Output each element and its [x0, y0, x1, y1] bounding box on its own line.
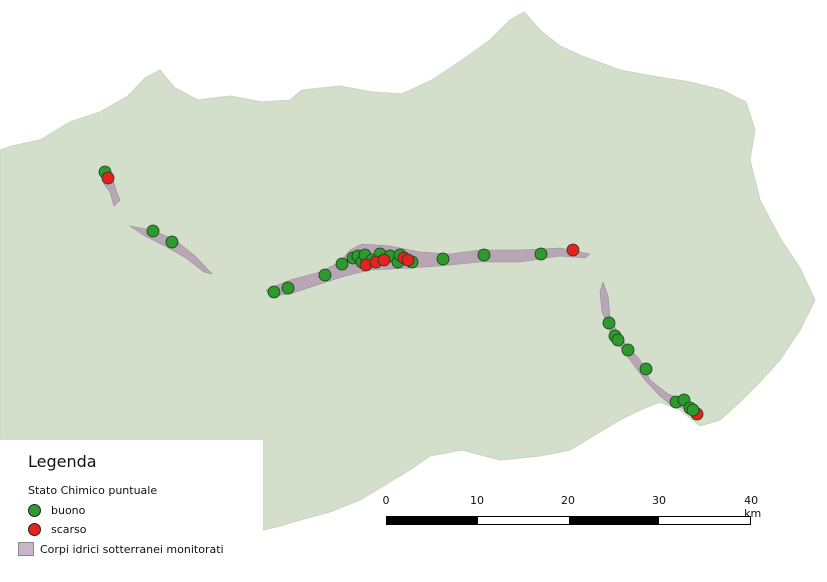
scale-tick: 30 — [652, 494, 666, 507]
monitoring-point-good — [318, 268, 332, 282]
monitoring-point-good — [267, 285, 281, 299]
legend-item-poor: scarso — [28, 523, 87, 536]
monitoring-point-good — [621, 343, 635, 357]
legend: Legenda Stato Chimico puntuale buono sca… — [0, 440, 263, 582]
monitoring-point-good — [639, 362, 653, 376]
monitoring-point-good — [686, 403, 700, 417]
legend-title: Legenda — [28, 452, 97, 471]
monitoring-point-good — [611, 333, 625, 347]
monitoring-point-good — [534, 247, 548, 261]
monitoring-point-good — [165, 235, 179, 249]
legend-item-aquifer: Corpi idrici sotterranei monitorati — [18, 542, 224, 556]
aquifer-polygon — [129, 225, 213, 275]
monitoring-point-good — [146, 224, 160, 238]
monitoring-point-good — [335, 257, 349, 271]
monitoring-point-poor — [377, 253, 391, 267]
monitoring-point-poor — [401, 253, 415, 267]
monitoring-points-layer — [98, 165, 704, 421]
legend-label: Corpi idrici sotterranei monitorati — [40, 542, 224, 556]
scale-bar: 0 10 20 30 40 km — [382, 494, 761, 534]
scale-tick: 20 — [561, 494, 575, 507]
monitoring-point-poor — [101, 171, 115, 185]
legend-label: buono — [51, 504, 86, 517]
scale-tick: 10 — [470, 494, 484, 507]
red-circle-icon — [28, 523, 41, 536]
scale-tick: 0 — [382, 494, 390, 507]
polygon-swatch-icon — [18, 542, 34, 556]
monitoring-point-good — [436, 252, 450, 266]
monitoring-point-good — [281, 281, 295, 295]
region-boundary — [0, 11, 816, 531]
scale-bar-graphic — [386, 516, 751, 525]
legend-label: scarso — [51, 523, 87, 536]
monitoring-point-good — [477, 248, 491, 262]
legend-item-good: buono — [28, 504, 85, 517]
monitoring-point-good — [602, 316, 616, 330]
legend-subtitle: Stato Chimico puntuale — [28, 484, 158, 497]
monitoring-point-poor — [566, 243, 580, 257]
green-circle-icon — [28, 504, 41, 517]
